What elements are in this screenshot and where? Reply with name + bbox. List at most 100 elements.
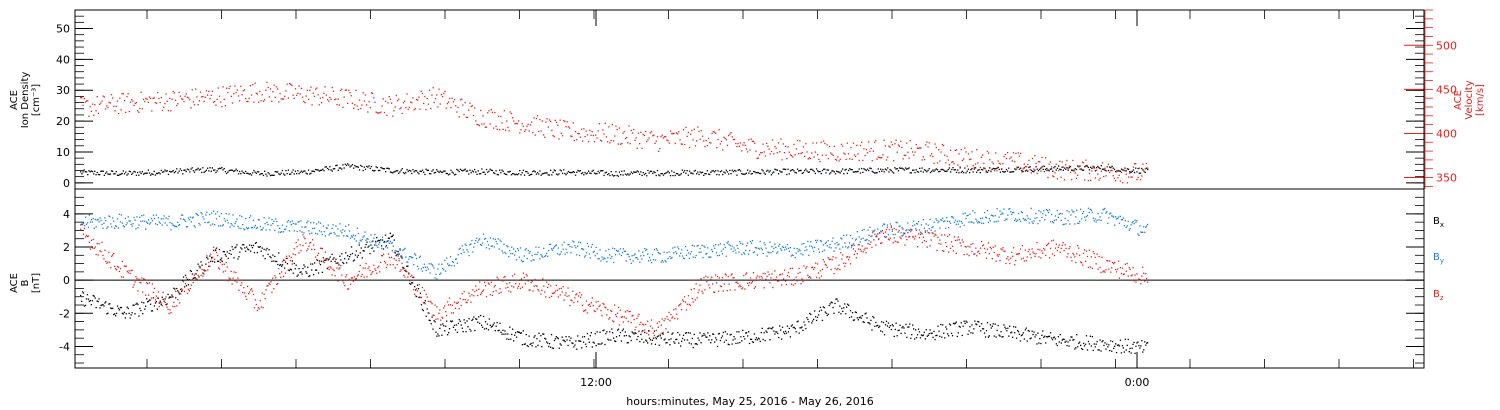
bx-point bbox=[714, 341, 716, 343]
by-point bbox=[885, 236, 888, 238]
density-point bbox=[329, 166, 331, 168]
bz-point bbox=[172, 305, 174, 307]
density-point bbox=[525, 170, 527, 173]
by-point bbox=[509, 249, 511, 252]
by-point bbox=[230, 223, 232, 225]
by-point bbox=[698, 251, 700, 253]
velocity-point bbox=[343, 96, 345, 98]
bz-point bbox=[539, 279, 541, 281]
by-point bbox=[646, 248, 648, 251]
velocity-point bbox=[729, 133, 731, 135]
bx-point bbox=[420, 304, 423, 306]
bz-point bbox=[678, 305, 680, 307]
bz-point bbox=[705, 275, 707, 277]
density-point bbox=[542, 172, 545, 175]
density-point bbox=[503, 172, 505, 175]
density-point bbox=[1034, 169, 1036, 171]
bz-point bbox=[840, 252, 842, 254]
velocity-point bbox=[967, 153, 970, 155]
bx-point bbox=[527, 345, 529, 348]
bx-point bbox=[566, 339, 568, 341]
velocity-point bbox=[242, 90, 244, 92]
velocity-point bbox=[850, 146, 852, 149]
by-point bbox=[909, 229, 911, 231]
bz-point bbox=[543, 285, 545, 287]
bz-point bbox=[279, 273, 281, 275]
by-point bbox=[407, 261, 409, 263]
bx-point bbox=[1122, 347, 1124, 349]
by-point bbox=[94, 218, 96, 221]
bx-point bbox=[182, 276, 185, 278]
by-point bbox=[607, 257, 609, 259]
bz-point bbox=[148, 294, 150, 296]
bx-point bbox=[758, 338, 760, 340]
bz-point bbox=[761, 277, 763, 279]
bx-point bbox=[362, 250, 364, 252]
bx-point bbox=[615, 340, 617, 343]
by-point bbox=[112, 217, 114, 219]
density-point bbox=[241, 170, 243, 172]
density-point bbox=[1073, 170, 1075, 172]
bz-point bbox=[464, 299, 466, 301]
bx-point bbox=[597, 343, 599, 345]
density-point bbox=[811, 168, 813, 170]
bx-point bbox=[947, 333, 949, 335]
bz-point bbox=[838, 264, 840, 266]
velocity-point bbox=[800, 152, 802, 155]
density-point bbox=[214, 169, 216, 171]
bz-point bbox=[403, 274, 405, 276]
bx-point bbox=[938, 330, 940, 332]
density-point bbox=[459, 168, 462, 170]
b-tick-label: -2 bbox=[59, 307, 70, 320]
bz-point bbox=[633, 318, 635, 321]
by-point bbox=[214, 224, 216, 226]
velocity-point bbox=[249, 85, 251, 87]
by-point bbox=[277, 225, 279, 227]
by-point bbox=[1143, 226, 1145, 228]
bz-point bbox=[628, 310, 630, 313]
by-point bbox=[529, 251, 531, 253]
density-point bbox=[621, 170, 623, 172]
velocity-point bbox=[723, 136, 725, 138]
bz-point bbox=[467, 299, 469, 301]
velocity-point bbox=[336, 104, 338, 106]
bz-point bbox=[81, 223, 83, 225]
velocity-point bbox=[300, 87, 303, 89]
by-point bbox=[475, 239, 477, 242]
by-point bbox=[156, 224, 158, 226]
by-point bbox=[837, 244, 839, 246]
velocity-point bbox=[216, 98, 218, 101]
bz-point bbox=[684, 301, 687, 303]
by-point bbox=[1089, 208, 1091, 210]
density-point bbox=[323, 170, 325, 172]
velocity-point bbox=[223, 98, 225, 100]
bz-point bbox=[828, 258, 830, 261]
by-point bbox=[738, 251, 740, 253]
bx-point bbox=[419, 292, 422, 294]
density-point bbox=[228, 170, 230, 172]
density-point bbox=[1120, 168, 1123, 170]
by-point bbox=[197, 214, 199, 216]
bz-point bbox=[759, 279, 761, 281]
bx-point bbox=[363, 250, 365, 252]
by-point bbox=[676, 252, 678, 255]
density-point bbox=[954, 169, 956, 171]
bx-point bbox=[1068, 345, 1070, 347]
bx-point bbox=[521, 344, 524, 346]
density-point bbox=[719, 171, 721, 173]
density-point bbox=[863, 168, 865, 170]
bx-point bbox=[969, 326, 971, 328]
velocity-point bbox=[224, 105, 227, 107]
by-point bbox=[101, 223, 103, 226]
bz-point bbox=[736, 281, 738, 283]
by-point bbox=[671, 257, 673, 259]
velocity-point bbox=[380, 111, 382, 113]
bz-point bbox=[733, 277, 735, 279]
bx-point bbox=[1036, 343, 1038, 345]
bx-point bbox=[734, 338, 736, 340]
by-point bbox=[518, 256, 521, 258]
bx-point bbox=[680, 345, 682, 347]
bx-point bbox=[132, 304, 134, 306]
bz-point bbox=[693, 288, 695, 290]
bx-point bbox=[588, 341, 590, 343]
